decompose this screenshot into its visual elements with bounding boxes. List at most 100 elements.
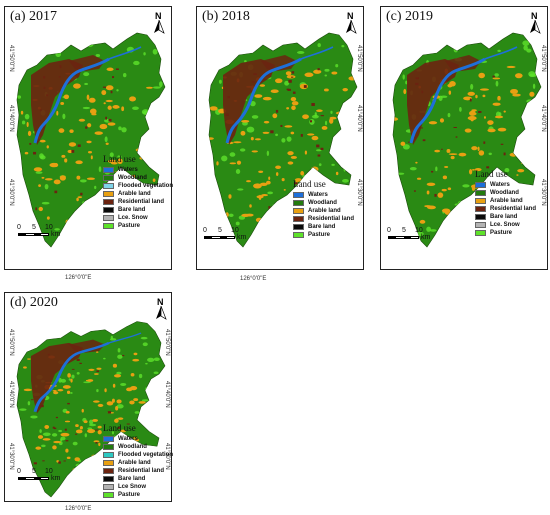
legend-item: Woodland bbox=[103, 443, 173, 451]
legend-swatch bbox=[293, 216, 304, 222]
map-panel-2018: (b) 2018 N 41°50'0"N 41°40'0"N 41°30'0"N… bbox=[196, 6, 364, 270]
land-use-map-2020 bbox=[16, 321, 166, 498]
legend-label: Bare land bbox=[490, 214, 518, 220]
north-arrow-icon: N bbox=[153, 11, 165, 34]
legend-swatch bbox=[293, 200, 304, 206]
legend-item: Residential land bbox=[103, 467, 173, 475]
legend: Land use Waters Woodland Flooded vegetation… bbox=[103, 423, 173, 499]
legend-title: Land use bbox=[293, 179, 326, 189]
north-arrow-icon: N bbox=[345, 11, 357, 34]
legend-swatch bbox=[475, 206, 486, 212]
lon-label: 126°0'0"E bbox=[240, 276, 267, 282]
legend-swatch bbox=[293, 224, 304, 230]
lat-label-right-2: 41°40'0"N bbox=[540, 105, 546, 132]
legend-swatch bbox=[475, 182, 486, 188]
land-use-map-2018 bbox=[208, 32, 358, 248]
legend-swatch bbox=[475, 222, 486, 228]
legend-swatch bbox=[293, 192, 304, 198]
scale-bar: 0 5 10 km bbox=[17, 468, 61, 482]
legend-title: Land use bbox=[103, 423, 136, 433]
scale-bar-graphic bbox=[204, 236, 235, 239]
scale-unit: km bbox=[421, 234, 431, 241]
legend-item: Waters bbox=[103, 166, 173, 174]
legend-label: Waters bbox=[118, 167, 138, 173]
legend-item: Waters bbox=[103, 435, 173, 443]
scale-tick-label: 5 bbox=[32, 224, 36, 231]
legend-item: Pasture bbox=[103, 222, 173, 230]
scale-tick-label: 10 bbox=[231, 227, 239, 234]
land-use-map-2019 bbox=[392, 32, 542, 248]
lat-label-right-1: 41°50'0"N bbox=[540, 45, 546, 72]
legend-swatch bbox=[475, 214, 486, 220]
legend-label: Bare land bbox=[308, 224, 336, 230]
legend-title: Land use bbox=[103, 154, 136, 164]
legend-swatch bbox=[293, 208, 304, 214]
legend-item: Residential land bbox=[293, 215, 354, 223]
legend-item: Woodland bbox=[475, 189, 536, 197]
legend-label: Arable land bbox=[118, 191, 151, 197]
legend-label: Pasture bbox=[490, 230, 513, 236]
legend-item: Waters bbox=[475, 181, 536, 189]
lat-label-left-1: 41°50'0"N bbox=[8, 45, 14, 72]
legend-label: Woodland bbox=[490, 190, 519, 196]
legend-item: Arable land bbox=[293, 207, 354, 215]
legend-item: Bare land bbox=[293, 223, 354, 231]
legend-label: Bare land bbox=[118, 476, 146, 482]
panel-title: (c) 2019 bbox=[386, 9, 434, 24]
legend-label: Arable land bbox=[118, 460, 151, 466]
scale-unit: km bbox=[51, 475, 61, 482]
legend-label: Lce. Snow bbox=[118, 215, 148, 221]
legend-item: Flooded vegetation bbox=[103, 182, 173, 190]
legend-swatch bbox=[103, 223, 114, 229]
legend-item: Pasture bbox=[475, 229, 536, 237]
legend-item: Flooded vegetation bbox=[103, 451, 173, 459]
lat-label-left-3: 41°30'0"N bbox=[8, 179, 14, 206]
legend-label: Residential land bbox=[118, 468, 165, 474]
legend-label: Waters bbox=[118, 436, 138, 442]
legend-item: Residential land bbox=[475, 205, 536, 213]
scale-tick-label: 5 bbox=[218, 227, 222, 234]
legend-swatch bbox=[103, 191, 114, 197]
legend-item: Arable land bbox=[103, 459, 173, 467]
legend-swatch bbox=[103, 207, 114, 213]
north-arrow-icon: N bbox=[155, 297, 167, 320]
scale-bar-graphic bbox=[18, 477, 49, 480]
lat-label-right-3: 41°30'0"N bbox=[540, 179, 546, 206]
map-panel-2017: (a) 2017 N 41°50'0"N 41°40'0"N 41°30'0"N… bbox=[4, 6, 173, 270]
legend-label: Pasture bbox=[308, 232, 331, 238]
lat-label-left-1: 41°50'0"N bbox=[8, 329, 14, 356]
legend-swatch bbox=[293, 232, 304, 238]
scale-bar: 0 5 10 km bbox=[203, 227, 247, 241]
legend-swatch bbox=[103, 183, 114, 189]
panel-title: (b) 2018 bbox=[202, 9, 250, 24]
legend-label: Flooded vegetation bbox=[118, 183, 174, 189]
legend-item: Lce. Snow bbox=[475, 221, 536, 229]
legend-swatch bbox=[475, 230, 486, 236]
scale-tick-label: 10 bbox=[45, 468, 53, 475]
legend-swatch bbox=[475, 190, 486, 196]
scale-unit: km bbox=[237, 234, 247, 241]
scale-tick-label: 0 bbox=[203, 227, 207, 234]
legend-label: Flooded vegetation bbox=[118, 452, 174, 458]
panel-title: (a) 2017 bbox=[10, 9, 58, 24]
scale-tick-label: 0 bbox=[387, 227, 391, 234]
legend-swatch bbox=[103, 436, 114, 442]
scale-bar: 0 5 10 km bbox=[387, 227, 431, 241]
legend-swatch bbox=[103, 444, 114, 450]
map-panel-2019: (c) 2019 N 41°50'0"N 41°40'0"N 41°30'0"N… bbox=[380, 6, 548, 270]
legend-label: Woodland bbox=[118, 175, 147, 181]
legend-swatch bbox=[103, 460, 114, 466]
legend-label: Arable land bbox=[490, 198, 523, 204]
legend-item: Arable land bbox=[475, 197, 536, 205]
scale-bar-graphic bbox=[388, 236, 419, 239]
legend-label: Pasture bbox=[118, 223, 141, 229]
legend-label: Woodland bbox=[308, 200, 337, 206]
legend-item: Pasture bbox=[103, 491, 173, 499]
lat-label-left-2: 41°40'0"N bbox=[8, 105, 14, 132]
lon-label: 126°0'0"E bbox=[65, 275, 92, 281]
legend-swatch bbox=[103, 476, 114, 482]
lat-label-right-2: 41°40'0"N bbox=[164, 381, 170, 408]
lat-label-right-3: 41°30'0"N bbox=[356, 179, 362, 206]
scale-tick-label: 10 bbox=[415, 227, 423, 234]
legend: Land use Waters Woodland Arable land Residen… bbox=[475, 169, 536, 237]
